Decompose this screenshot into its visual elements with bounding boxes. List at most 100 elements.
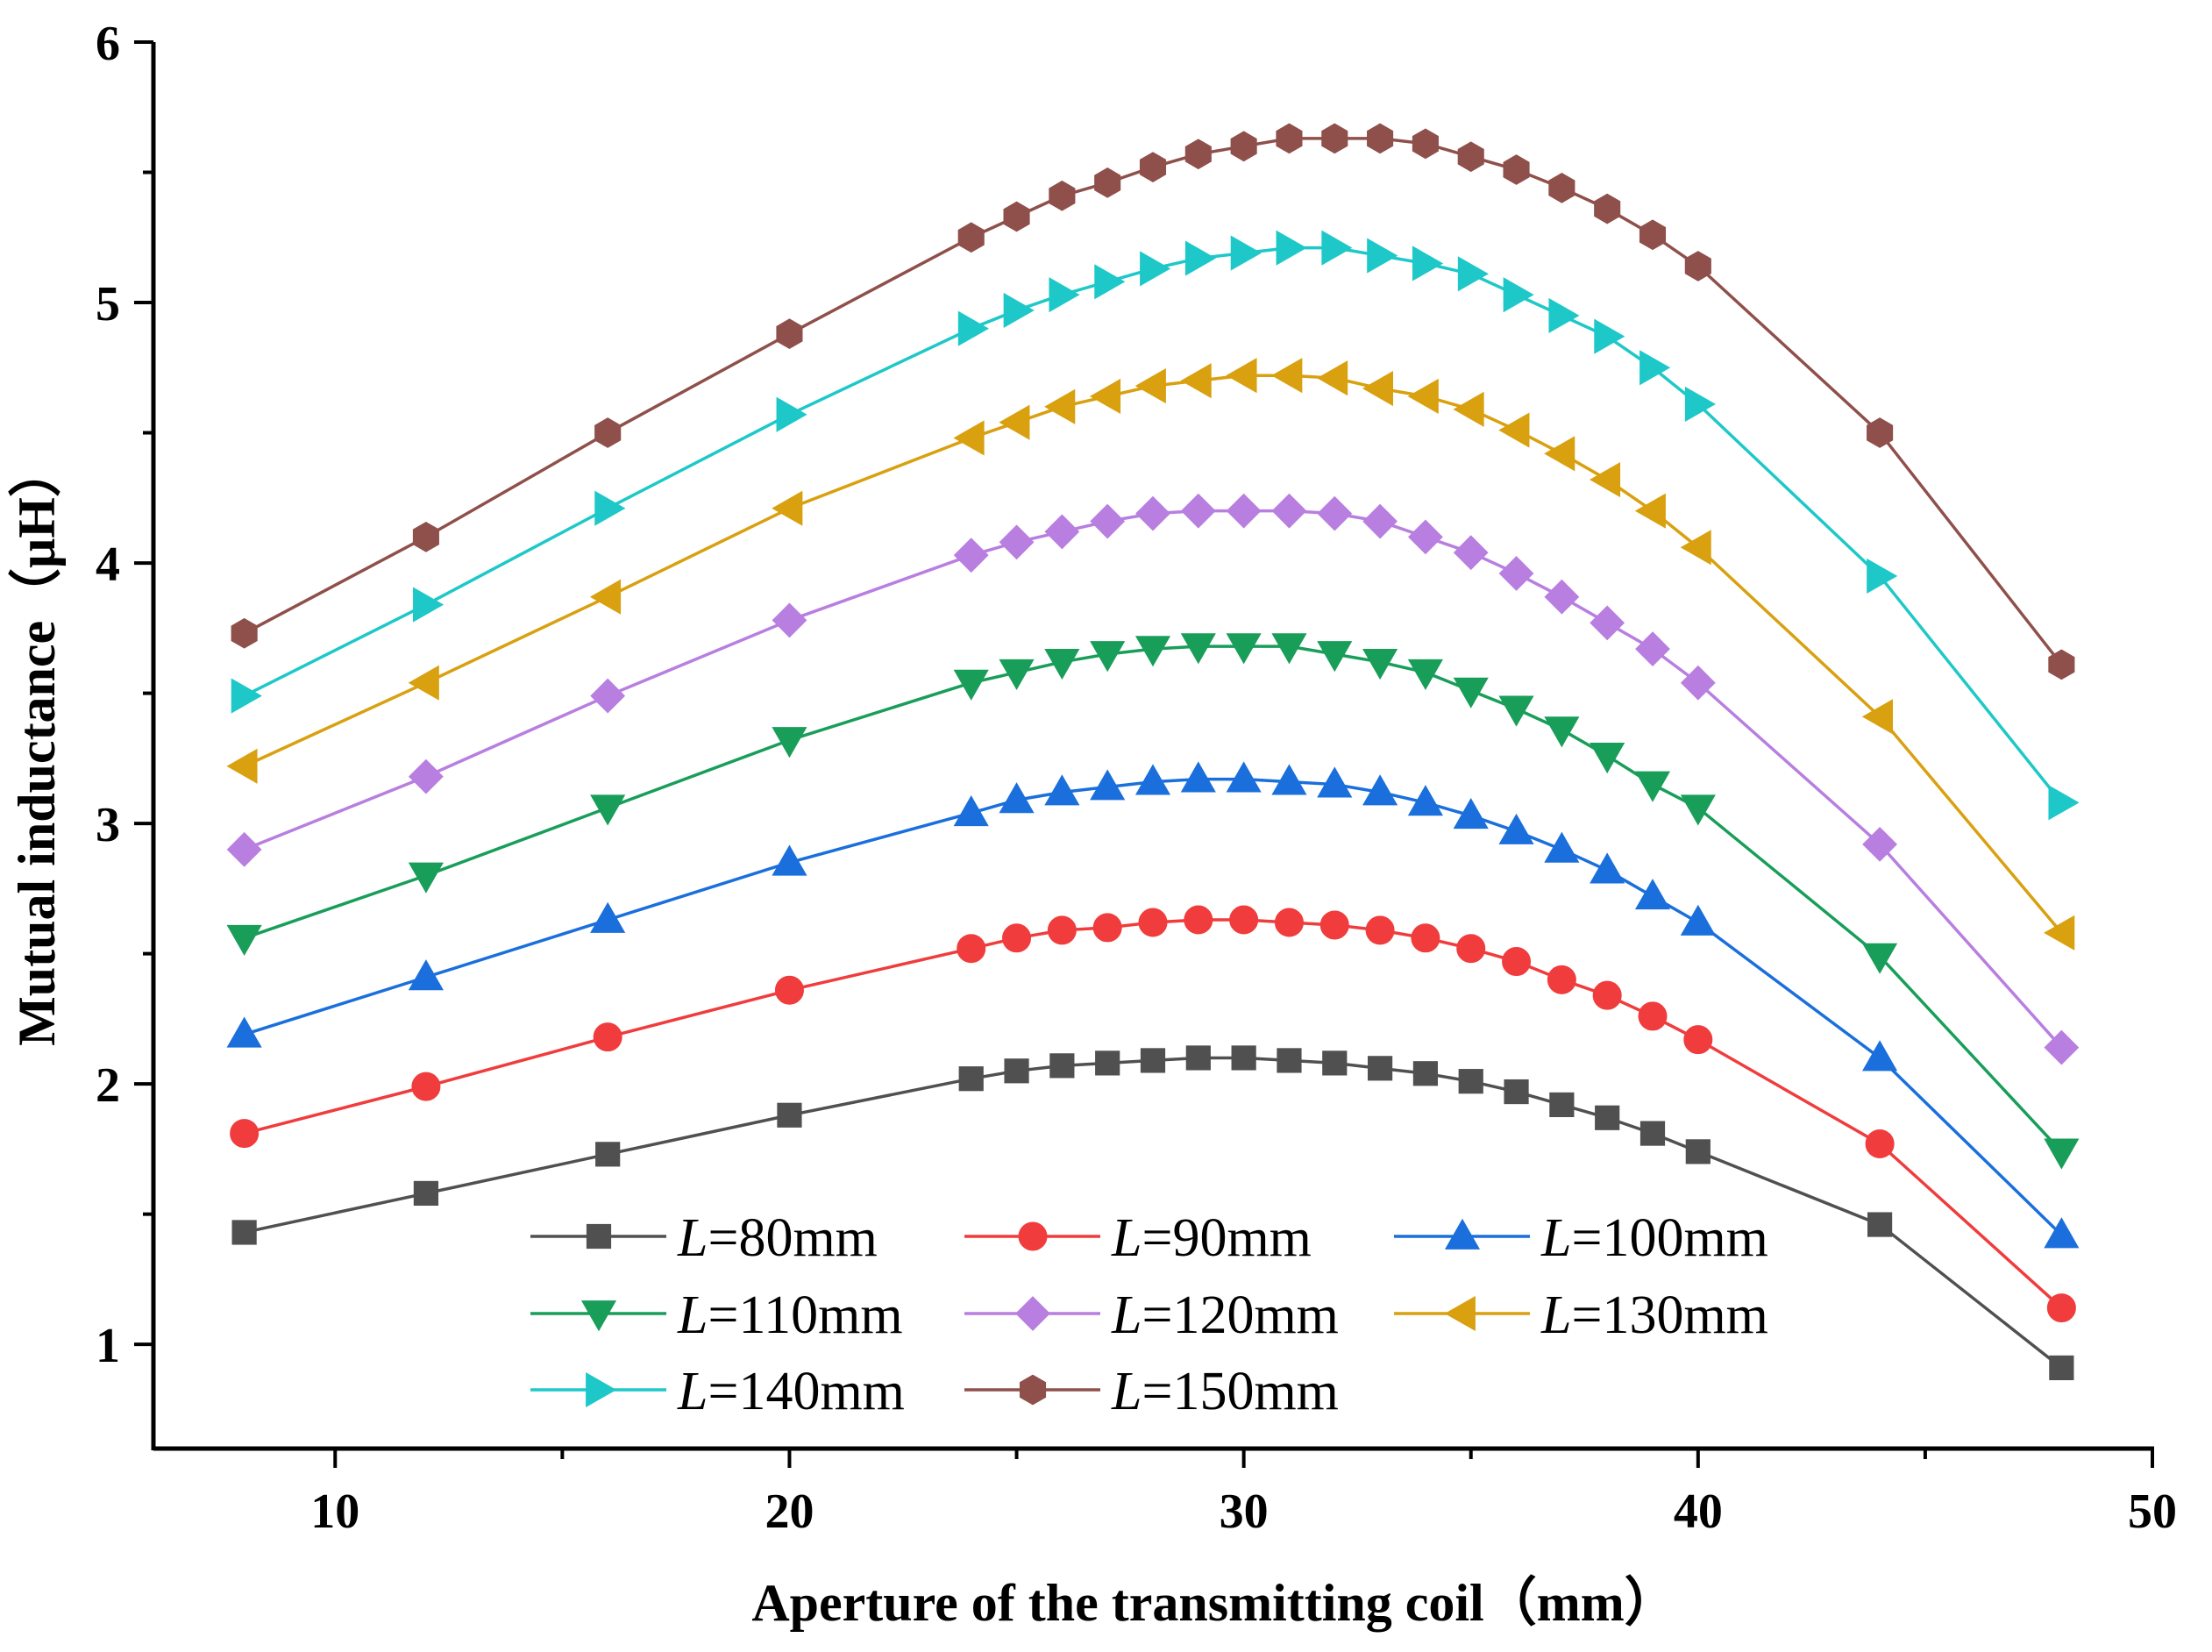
marker-point	[1002, 923, 1032, 953]
y-tick-label: 2	[96, 1058, 120, 1113]
y-tick-label: 3	[96, 798, 120, 852]
marker-point	[1412, 1061, 1439, 1086]
legend-label: L=90mm	[1111, 1208, 1312, 1268]
x-tick-label: 20	[765, 1485, 814, 1539]
series-layer	[226, 123, 2080, 1381]
marker-point	[1049, 277, 1080, 313]
series-line	[244, 644, 2063, 1153]
marker-point	[1044, 388, 1076, 424]
marker-point	[1367, 238, 1398, 274]
marker-point	[580, 1300, 617, 1332]
marker-point	[1590, 605, 1625, 641]
marker-point	[1862, 943, 1898, 974]
marker-point	[1407, 785, 1443, 816]
marker-point	[2044, 1217, 2080, 1249]
marker-point	[408, 665, 439, 701]
marker-point	[1635, 631, 1670, 667]
marker-point	[1049, 1053, 1075, 1079]
marker-point	[999, 782, 1035, 814]
marker-point	[1230, 131, 1257, 162]
marker-point	[772, 844, 807, 876]
legend-item: L=80mm	[530, 1208, 878, 1268]
x-tick-label: 10	[310, 1485, 359, 1539]
marker-point	[1180, 363, 1212, 399]
marker-point	[777, 1102, 802, 1128]
marker-point	[1544, 831, 1580, 863]
marker-point	[1004, 1058, 1029, 1084]
marker-point	[590, 678, 626, 714]
marker-point	[1185, 1045, 1211, 1071]
marker-point	[999, 659, 1035, 691]
marker-point	[1003, 201, 1030, 232]
marker-point	[595, 1142, 621, 1167]
marker-point	[2046, 1293, 2076, 1323]
series-130mm	[226, 358, 2075, 951]
marker-point	[413, 1180, 439, 1207]
marker-point	[1589, 461, 1621, 498]
marker-point	[589, 579, 622, 615]
marker-point	[1444, 1295, 1476, 1332]
marker-point	[1274, 908, 1304, 937]
marker-point	[2044, 1029, 2080, 1065]
marker-point	[774, 975, 804, 1005]
marker-point	[409, 758, 444, 794]
marker-point	[1544, 436, 1575, 472]
marker-point	[1226, 761, 1262, 793]
marker-point	[1094, 167, 1121, 198]
marker-point	[1134, 368, 1166, 404]
marker-point	[226, 1016, 262, 1048]
marker-point	[1226, 633, 1262, 665]
y-tick-label: 5	[96, 277, 120, 331]
marker-point	[1412, 246, 1444, 281]
marker-point	[1684, 386, 1717, 422]
marker-point	[1639, 1121, 1666, 1146]
marker-point	[953, 795, 989, 827]
marker-point	[1317, 495, 1353, 531]
marker-point	[1549, 1092, 1575, 1118]
marker-point	[1498, 813, 1534, 844]
marker-point	[1362, 774, 1398, 806]
legend-label: L=140mm	[677, 1362, 905, 1421]
marker-point	[2044, 1138, 2080, 1170]
marker-point	[1184, 905, 1213, 935]
legend-label: L=80mm	[677, 1208, 878, 1268]
marker-point	[593, 1022, 622, 1052]
y-tick-label: 6	[96, 17, 120, 71]
marker-point	[1321, 230, 1353, 266]
marker-point	[1867, 558, 1898, 594]
marker-point	[1453, 797, 1489, 830]
marker-point	[1003, 292, 1035, 329]
legend-item: L=90mm	[964, 1208, 1312, 1268]
marker-point	[772, 602, 807, 638]
marker-point	[1184, 240, 1217, 276]
marker-point	[1049, 180, 1076, 211]
marker-point	[1095, 1050, 1120, 1076]
marker-point	[590, 901, 626, 933]
marker-point	[1319, 910, 1349, 940]
marker-point	[1180, 633, 1216, 665]
legend-label: L=120mm	[1111, 1285, 1339, 1345]
marker-point	[412, 521, 439, 552]
marker-point	[1683, 1025, 1713, 1055]
marker-point	[1444, 1218, 1481, 1250]
marker-point	[1019, 1374, 1047, 1406]
series-100mm	[226, 761, 2080, 1249]
marker-point	[1044, 514, 1080, 550]
marker-point	[1453, 535, 1489, 571]
marker-point	[1411, 923, 1440, 953]
marker-point	[772, 490, 803, 526]
y-tick-label: 4	[96, 538, 120, 592]
marker-point	[411, 1072, 441, 1101]
marker-point	[1861, 699, 1893, 735]
marker-point	[1453, 391, 1484, 427]
legend-item: L=150mm	[964, 1362, 1339, 1421]
marker-point	[1457, 141, 1484, 173]
marker-point	[1230, 235, 1262, 271]
marker-point	[1317, 360, 1348, 396]
marker-point	[1092, 913, 1122, 943]
marker-point	[1362, 370, 1393, 407]
marker-point	[776, 396, 807, 432]
marker-point	[1090, 641, 1126, 673]
marker-point	[772, 727, 807, 758]
x-tick-label: 30	[1220, 1485, 1269, 1539]
